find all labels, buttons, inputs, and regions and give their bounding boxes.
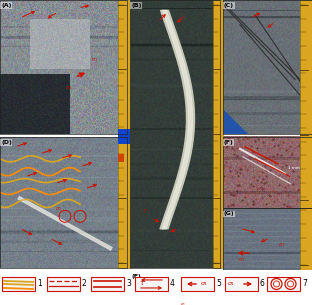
Bar: [223, 137, 312, 208]
Text: (C): (C): [224, 3, 234, 8]
Text: 1: 1: [37, 279, 42, 289]
Text: $\sigma_1$: $\sigma_1$: [91, 56, 98, 64]
Bar: [118, 154, 124, 162]
Text: 3: 3: [126, 279, 131, 289]
Text: $\sigma_1$: $\sigma_1$: [55, 205, 62, 213]
Text: $\sigma_2$: $\sigma_2$: [65, 84, 72, 92]
Bar: [223, 0, 312, 134]
Text: (G): (G): [224, 211, 235, 216]
Bar: [300, 0, 312, 270]
Text: $\sigma_1$: $\sigma_1$: [180, 301, 186, 305]
FancyBboxPatch shape: [181, 277, 214, 291]
Text: 6: 6: [260, 279, 265, 289]
Text: (B): (B): [131, 3, 141, 8]
Text: 2: 2: [82, 279, 87, 289]
Bar: [223, 208, 312, 270]
Bar: [0, 137, 127, 268]
FancyBboxPatch shape: [47, 277, 80, 291]
Bar: [130, 0, 220, 268]
Bar: [118, 0, 130, 268]
Bar: [118, 129, 130, 144]
Text: $\tau$: $\tau$: [139, 279, 145, 287]
Text: $\Gamma$: $\Gamma$: [143, 207, 148, 215]
Text: (F): (F): [224, 140, 234, 145]
Text: (D): (D): [1, 140, 12, 145]
Bar: [213, 0, 223, 268]
Bar: [0, 0, 127, 134]
Circle shape: [147, 295, 203, 305]
Text: $\sigma_1$: $\sigma_1$: [278, 241, 285, 249]
FancyBboxPatch shape: [225, 277, 258, 291]
Text: (E): (E): [131, 274, 141, 279]
FancyBboxPatch shape: [267, 277, 300, 291]
Text: 4: 4: [170, 279, 175, 289]
Text: (A): (A): [1, 3, 11, 8]
Text: 1 mm: 1 mm: [288, 166, 300, 170]
Bar: [130, 271, 220, 305]
FancyBboxPatch shape: [135, 277, 168, 291]
FancyBboxPatch shape: [91, 277, 124, 291]
Text: 7: 7: [302, 279, 307, 289]
Text: $\sigma_1$: $\sigma_1$: [227, 280, 235, 288]
Text: 5: 5: [216, 279, 221, 289]
Text: $\sigma_1$: $\sigma_1$: [238, 256, 245, 264]
Text: $\sigma_1$: $\sigma_1$: [200, 280, 208, 288]
Polygon shape: [223, 109, 248, 134]
FancyBboxPatch shape: [2, 277, 35, 291]
